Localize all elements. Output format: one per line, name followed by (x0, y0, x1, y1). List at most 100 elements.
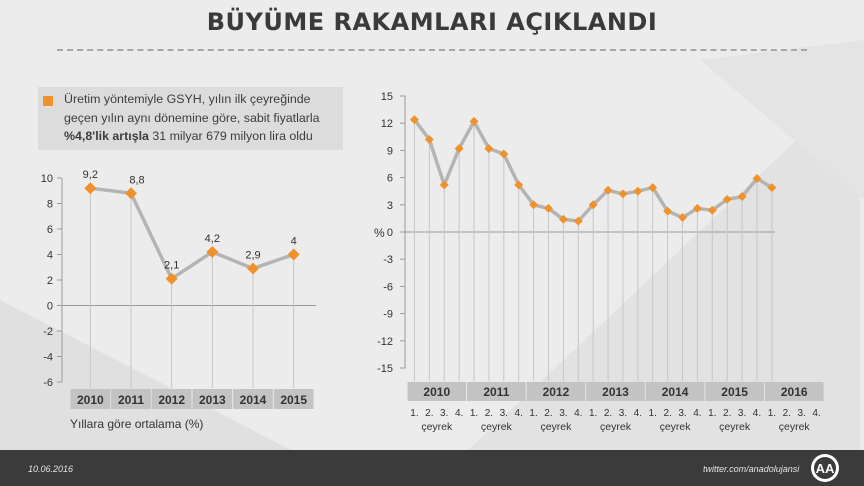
x-quarter-label: 4. (455, 408, 463, 419)
y-tick-label: -2 (43, 326, 53, 338)
x-quarter-label: 4. (574, 408, 582, 419)
x-quarter-label: 1. (529, 408, 537, 419)
data-point (648, 183, 658, 193)
y-tick-label: -15 (377, 363, 393, 375)
footer-date: 10.06.2016 (28, 464, 74, 474)
data-point (484, 144, 494, 154)
data-point (633, 186, 643, 196)
x-axis-label: çeyrek (421, 421, 453, 433)
data-point (529, 200, 539, 210)
data-label: 8,8 (129, 174, 144, 186)
note-line-3: 31 milyar 679 milyon lira oldu (148, 129, 313, 143)
x-axis-label: çeyrek (719, 421, 751, 433)
data-point (588, 200, 598, 210)
y-tick-label: -9 (383, 309, 393, 321)
footer-twitter-link[interactable]: twitter.com/anadolujansi (703, 464, 800, 474)
x-tick-label: 2013 (199, 393, 226, 407)
anadolu-agency-logo: AA (811, 454, 839, 482)
data-point (722, 194, 732, 204)
x-axis-label: çeyrek (481, 421, 513, 433)
x-quarter-label: 3. (619, 408, 627, 419)
year-band-cell (407, 382, 467, 401)
x-quarter-label: 1. (589, 408, 597, 419)
data-point (692, 203, 702, 213)
year-band-cell (111, 389, 151, 409)
series-line (90, 186, 295, 281)
year-band-cell (467, 382, 526, 401)
x-quarter-label: 4. (753, 408, 761, 419)
data-point (558, 214, 568, 224)
x-quarter-label: 1. (410, 408, 418, 419)
y-tick-label: -3 (383, 254, 393, 266)
x-quarter-label: 2. (485, 408, 493, 419)
x-quarter-label: 2. (723, 408, 731, 419)
data-point (678, 212, 688, 222)
note-line-2: geçen yılın aynı dönemine göre, sabit fi… (64, 110, 320, 125)
x-quarter-label: 4. (693, 408, 701, 419)
data-point (603, 185, 613, 195)
x-quarter-label: 3. (500, 408, 508, 419)
data-point (469, 116, 479, 126)
data-point (752, 174, 762, 184)
note-bullet (43, 96, 53, 106)
x-year-label: 2012 (543, 385, 570, 399)
y-tick-label: -6 (43, 377, 53, 389)
y-tick-label: 0 (387, 227, 393, 239)
y-tick-label: 12 (381, 118, 393, 130)
x-axis-label: Yıllara göre ortalama (%) (70, 417, 203, 431)
y-tick-label: -6 (383, 281, 393, 293)
x-year-label: 2016 (781, 385, 808, 399)
x-year-label: 2013 (602, 385, 629, 399)
y-tick-label: 2 (47, 275, 53, 287)
data-label: 2,1 (164, 260, 179, 272)
x-axis-label: çeyrek (600, 421, 632, 433)
x-quarter-label: 4. (634, 408, 642, 419)
title-divider (57, 49, 807, 51)
note-highlight: %4,8'lik artışla (64, 129, 149, 143)
data-point (439, 180, 449, 190)
data-point (165, 272, 178, 285)
x-quarter-label: 2. (544, 408, 552, 419)
data-point (454, 144, 464, 154)
data-point (409, 115, 419, 125)
page-title: BÜYÜME RAKAMLARI AÇIKLANDI (206, 8, 658, 36)
x-quarter-label: 3. (440, 408, 448, 419)
note-text: Üretim yöntemiyle GSYH, yılın ilk çeyreğ… (64, 90, 344, 146)
data-point (125, 187, 137, 200)
x-quarter-label: 2. (783, 408, 791, 419)
y-tick-label: 3 (387, 200, 393, 212)
data-point (707, 205, 717, 215)
y-axis-label: % (374, 226, 385, 240)
data-point (663, 206, 673, 216)
x-year-label: 2014 (662, 385, 689, 399)
x-tick-label: 2011 (118, 393, 144, 407)
footer-bar: 10.06.2016 twitter.com/anadolujansi AA (0, 450, 864, 486)
data-point (767, 183, 777, 193)
data-point (514, 180, 524, 190)
y-tick-label: 9 (387, 145, 393, 157)
x-tick-label: 2015 (280, 393, 307, 407)
data-label: 2,9 (245, 250, 260, 262)
x-quarter-label: 1. (708, 408, 716, 419)
x-quarter-label: 3. (738, 408, 746, 419)
y-tick-label: -4 (43, 352, 53, 364)
year-band-cell (273, 389, 314, 409)
y-tick-label: 6 (47, 224, 53, 236)
y-tick-label: -12 (377, 336, 393, 348)
x-year-label: 2011 (483, 385, 509, 399)
y-tick-label: 6 (387, 173, 393, 185)
x-quarter-label: 4. (515, 408, 523, 419)
x-quarter-label: 2. (425, 408, 433, 419)
x-axis-label: çeyrek (779, 421, 811, 433)
year-band-cell (70, 389, 111, 409)
x-quarter-label: 1. (649, 408, 657, 419)
x-quarter-label: 1. (470, 408, 478, 419)
note-line-1: Üretim yöntemiyle GSYH, yılın ilk çeyreğ… (64, 92, 311, 106)
data-point (737, 192, 747, 202)
data-point (618, 189, 628, 199)
x-axis-label: çeyrek (540, 421, 572, 433)
data-label: 4 (291, 236, 297, 248)
year-band-cell (151, 389, 192, 409)
y-tick-label: 0 (47, 301, 53, 313)
